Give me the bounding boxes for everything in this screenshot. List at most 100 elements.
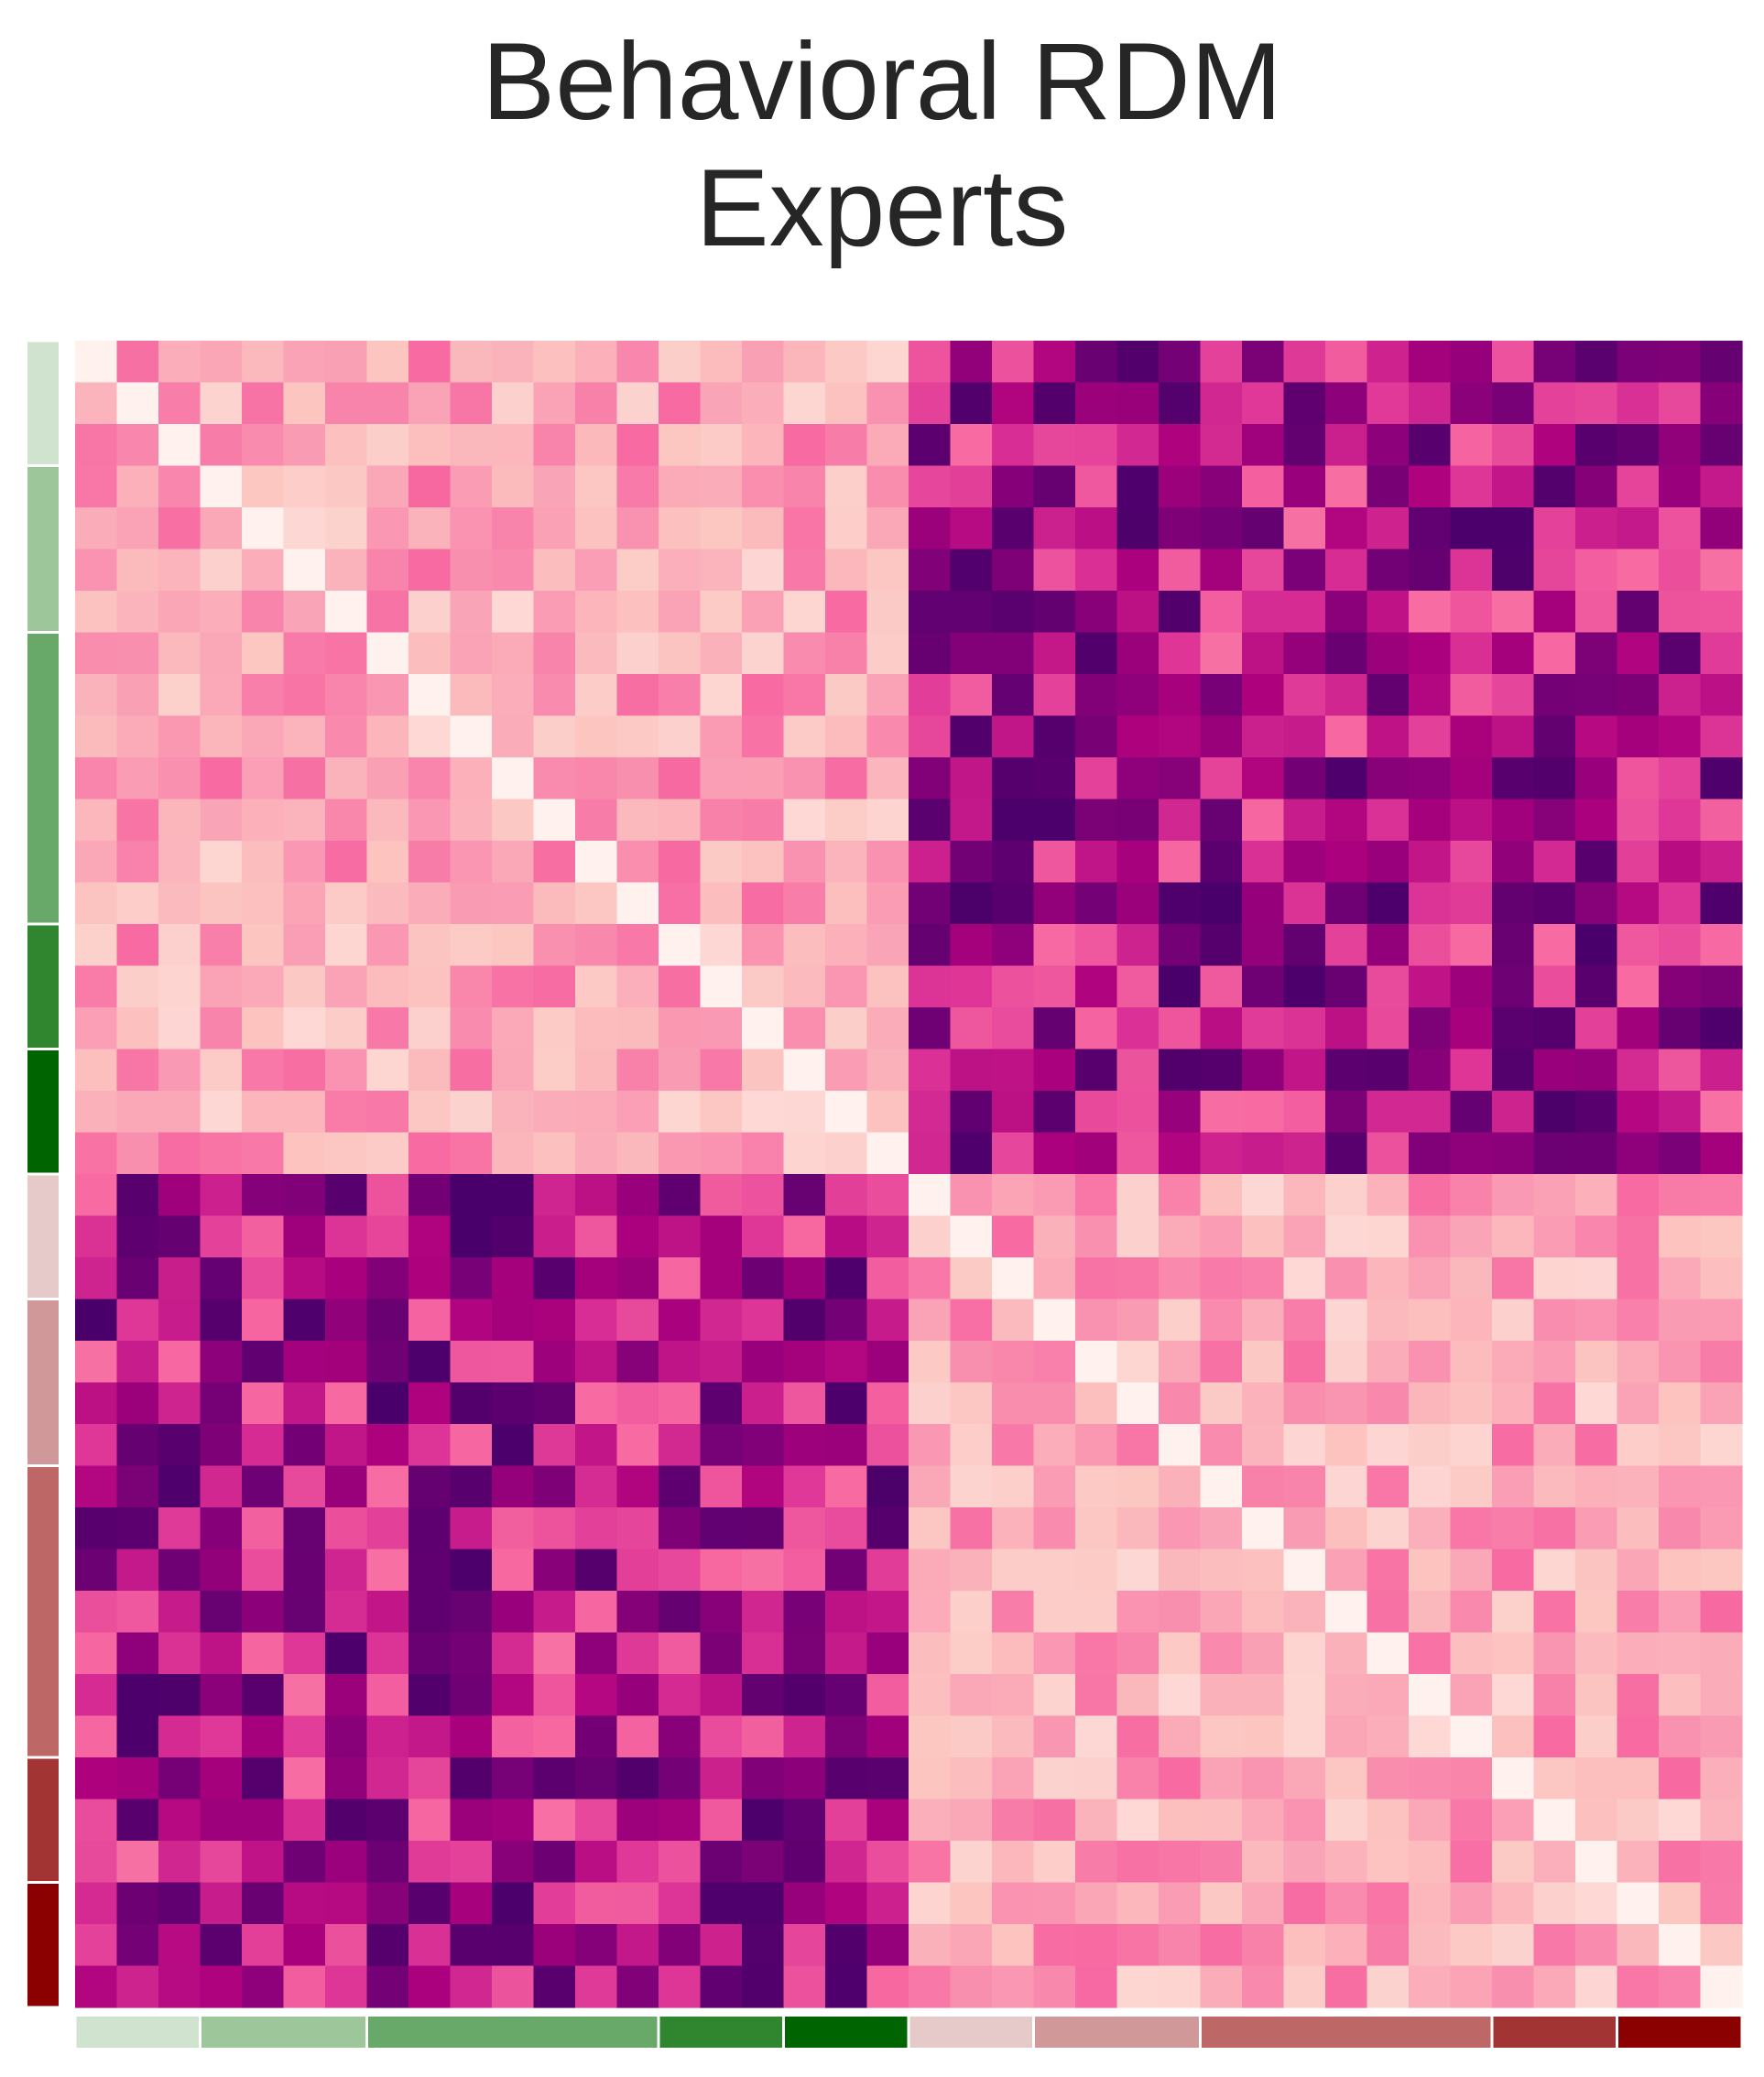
heatmap-cell: [158, 632, 201, 675]
heatmap-cell: [1700, 715, 1743, 758]
heatmap-cell: [742, 1465, 785, 1508]
heatmap-cell: [158, 424, 201, 467]
heatmap-cell: [408, 1257, 452, 1300]
heatmap-cell: [1492, 1465, 1535, 1508]
heatmap-cell: [533, 715, 576, 758]
heatmap-cell: [659, 1091, 702, 1134]
heatmap-cell: [742, 882, 785, 925]
heatmap-cell: [1409, 715, 1452, 758]
heatmap-cell: [1200, 1174, 1243, 1217]
heatmap-cell: [909, 1965, 952, 2008]
heatmap-cell: [909, 465, 952, 508]
heatmap-cell: [408, 1341, 452, 1384]
heatmap-cell: [1617, 882, 1660, 925]
heatmap-cell: [742, 1091, 785, 1134]
heatmap-cell: [1700, 924, 1743, 967]
heatmap-cell: [116, 591, 159, 634]
heatmap-cell: [1033, 1757, 1076, 1800]
heatmap-cell: [866, 507, 909, 550]
heatmap-cell: [1659, 841, 1702, 884]
heatmap-cell: [700, 1215, 743, 1258]
heatmap-cell: [283, 1507, 326, 1550]
heatmap-cell: [1033, 1174, 1076, 1217]
heatmap-cell: [492, 1049, 535, 1092]
heatmap-cell: [575, 1007, 618, 1050]
heatmap-cell: [1367, 1382, 1410, 1425]
heatmap-cell: [200, 1341, 243, 1384]
heatmap-cell: [825, 841, 868, 884]
heatmap-cell: [1409, 1507, 1452, 1550]
heatmap-cell: [575, 1715, 618, 1758]
heatmap-cell: [950, 341, 993, 384]
heatmap-cell: [1700, 632, 1743, 675]
heatmap-cell: [825, 1507, 868, 1550]
heatmap-cell: [1533, 1841, 1576, 1884]
heatmap-cell: [283, 799, 326, 842]
heatmap-cell: [450, 1174, 493, 1217]
heatmap-cells: [75, 341, 1743, 2008]
heatmap-cell: [742, 1757, 785, 1800]
heatmap-cell: [1533, 1299, 1576, 1342]
heatmap-cell: [1116, 1757, 1160, 1800]
heatmap-cell: [1200, 1465, 1243, 1508]
heatmap-cell: [866, 1674, 909, 1717]
heatmap-cell: [158, 965, 201, 1008]
heatmap-cell: [1283, 1882, 1326, 1925]
heatmap-cell: [1159, 1007, 1202, 1050]
heatmap-cell: [783, 507, 826, 550]
heatmap-cell: [200, 1507, 243, 1550]
heatmap-cell: [450, 1924, 493, 1967]
heatmap-cell: [950, 965, 993, 1008]
heatmap-cell: [659, 924, 702, 967]
heatmap-cell: [1159, 1091, 1202, 1134]
heatmap-cell: [1533, 382, 1576, 425]
heatmap-cell: [700, 1341, 743, 1384]
heatmap-cell: [325, 1049, 368, 1092]
heatmap-cell: [450, 1215, 493, 1258]
heatmap-cell: [950, 757, 993, 800]
heatmap-cell: [909, 841, 952, 884]
heatmap-cell: [1033, 591, 1076, 634]
heatmap-cell: [1659, 424, 1702, 467]
heatmap-cell: [242, 1257, 285, 1300]
heatmap-cell: [1075, 1924, 1118, 1967]
heatmap-cell: [950, 924, 993, 967]
heatmap-cell: [1367, 1632, 1410, 1675]
heatmap-cell: [1075, 507, 1118, 550]
heatmap-cell: [1409, 632, 1452, 675]
heatmap-cell: [700, 424, 743, 467]
heatmap-cell: [1450, 674, 1493, 717]
heatmap-cell: [1575, 882, 1618, 925]
heatmap-cell: [992, 1924, 1035, 1967]
heatmap-cell: [366, 841, 409, 884]
heatmap-cell: [1533, 341, 1576, 384]
heatmap-cell: [116, 965, 159, 1008]
row-category-segment: [27, 1050, 59, 1173]
heatmap-cell: [700, 757, 743, 800]
heatmap-cell: [1325, 882, 1368, 925]
heatmap-cell: [1200, 632, 1243, 675]
heatmap-cell: [450, 715, 493, 758]
heatmap-cell: [992, 341, 1035, 384]
heatmap-cell: [158, 1299, 201, 1342]
heatmap-cell: [75, 924, 118, 967]
heatmap-cell: [1492, 424, 1535, 467]
heatmap-cell: [283, 1632, 326, 1675]
heatmap-cell: [1659, 1549, 1702, 1592]
heatmap-cell: [1075, 1841, 1118, 1884]
heatmap-cell: [659, 1257, 702, 1300]
heatmap-cell: [950, 1007, 993, 1050]
heatmap-cell: [783, 591, 826, 634]
heatmap-cell: [1200, 757, 1243, 800]
heatmap-cell: [533, 1799, 576, 1842]
heatmap-cell: [950, 1465, 993, 1508]
heatmap-cell: [1033, 1007, 1076, 1050]
heatmap-cell: [492, 1799, 535, 1842]
heatmap-cell: [450, 1965, 493, 2008]
heatmap-cell: [992, 465, 1035, 508]
heatmap-cell: [1617, 1174, 1660, 1217]
heatmap-cell: [75, 799, 118, 842]
heatmap-cell: [450, 1882, 493, 1925]
heatmap-cell: [575, 799, 618, 842]
heatmap-cell: [450, 1841, 493, 1884]
